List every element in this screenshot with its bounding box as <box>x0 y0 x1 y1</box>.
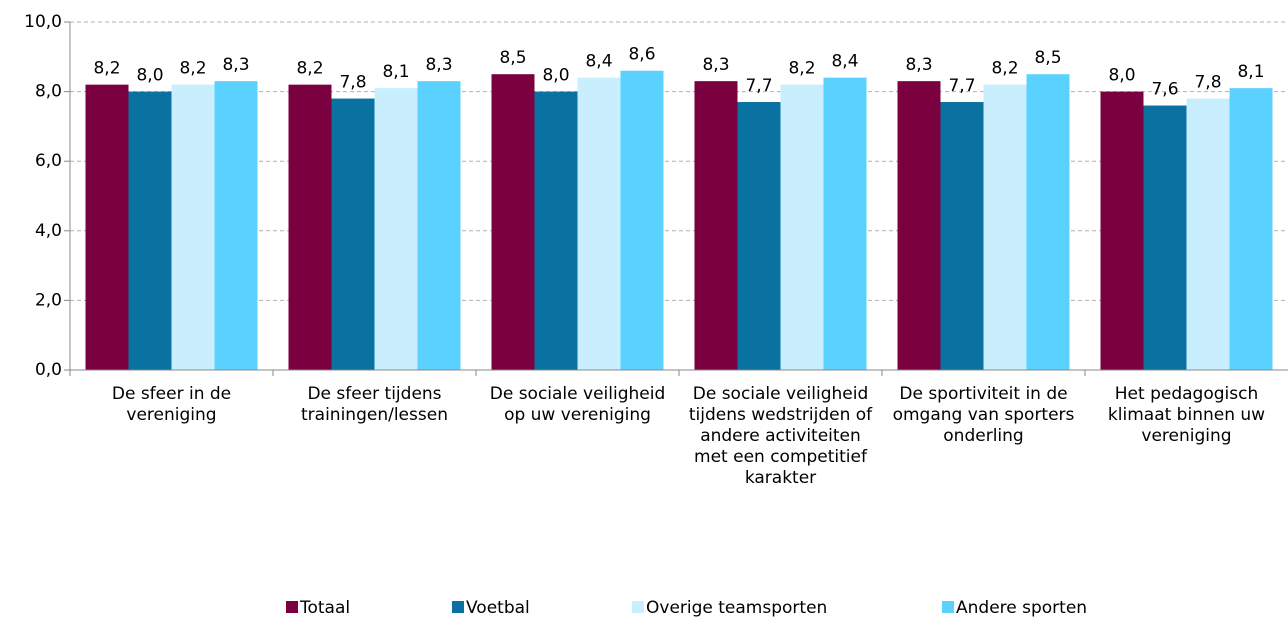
data-label: 8,3 <box>702 55 729 75</box>
bar <box>780 84 824 370</box>
data-label: 8,2 <box>93 59 120 79</box>
bar <box>417 81 461 370</box>
y-tick-label: 8,0 <box>35 82 62 102</box>
data-label: 8,3 <box>222 55 249 75</box>
legend-swatch <box>632 601 644 613</box>
bar <box>1229 88 1273 371</box>
bar <box>171 84 215 370</box>
legend-label: Overige teamsporten <box>646 598 827 618</box>
data-label: 8,2 <box>788 59 815 79</box>
data-label: 8,0 <box>1108 66 1135 86</box>
data-label: 7,7 <box>745 76 772 96</box>
legend-swatch <box>942 601 954 613</box>
x-tick-label: De sociale veiligheid tijdens wedstrijde… <box>688 384 873 488</box>
bar <box>897 81 941 370</box>
data-label: 8,0 <box>136 66 163 86</box>
x-tick-label: Het pedagogisch klimaat binnen uw vereni… <box>1107 384 1266 446</box>
data-label: 8,1 <box>382 62 409 82</box>
bar <box>214 81 258 370</box>
data-label: 8,5 <box>499 48 526 68</box>
data-label: 8,4 <box>831 52 858 72</box>
x-tick-label: De sociale veiligheid op uw vereniging <box>489 384 666 425</box>
bar <box>491 74 535 370</box>
data-label: 8,2 <box>179 59 206 79</box>
data-label: 7,6 <box>1151 80 1178 100</box>
data-label: 8,2 <box>296 59 323 79</box>
y-tick-label: 10,0 <box>24 12 62 32</box>
data-label: 8,1 <box>1237 62 1264 82</box>
legend-swatch <box>286 601 298 613</box>
data-label: 8,3 <box>425 55 452 75</box>
bar <box>577 77 621 371</box>
data-label: 7,8 <box>1194 73 1221 93</box>
data-label: 8,3 <box>905 55 932 75</box>
data-label: 7,7 <box>948 76 975 96</box>
bar <box>694 81 738 370</box>
y-tick-label: 0,0 <box>35 360 62 380</box>
bar <box>85 84 129 370</box>
bar <box>534 91 578 370</box>
bar <box>374 88 418 371</box>
bar <box>983 84 1027 370</box>
bar <box>1143 105 1187 371</box>
bar <box>331 98 375 370</box>
bar <box>288 84 332 370</box>
bar <box>823 77 867 371</box>
data-label: 8,5 <box>1034 48 1061 68</box>
y-tick-label: 4,0 <box>35 221 62 241</box>
bar <box>1186 98 1230 370</box>
bar <box>737 102 781 370</box>
bar <box>128 91 172 370</box>
legend-label: Totaal <box>299 598 350 618</box>
x-tick-label: De sfeer in de vereniging <box>111 384 232 425</box>
bar <box>940 102 984 370</box>
bar <box>1100 91 1144 370</box>
x-tick-label: De sportiviteit in de omgang van sporter… <box>892 384 1075 446</box>
legend-label: Voetbal <box>466 598 530 618</box>
y-tick-label: 6,0 <box>35 151 62 171</box>
legend-swatch <box>452 601 464 613</box>
bar <box>1026 74 1070 370</box>
x-tick-label: De sfeer tijdens trainingen/lessen <box>301 384 448 425</box>
data-label: 8,6 <box>628 45 655 65</box>
bar <box>620 70 664 370</box>
data-label: 8,0 <box>542 66 569 86</box>
legend-label: Andere sporten <box>956 598 1087 618</box>
data-label: 8,4 <box>585 52 612 72</box>
data-label: 7,8 <box>339 73 366 93</box>
data-label: 8,2 <box>991 59 1018 79</box>
y-tick-label: 2,0 <box>35 290 62 310</box>
